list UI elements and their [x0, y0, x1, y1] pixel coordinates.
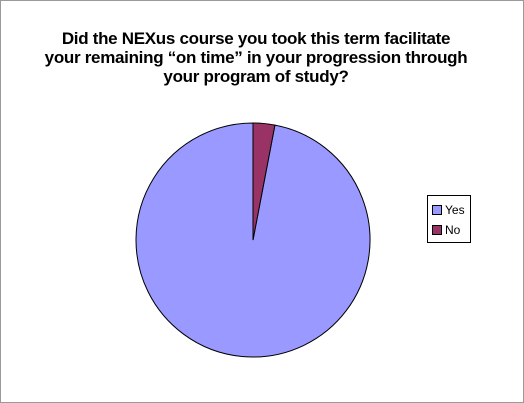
legend-item-no: No: [432, 220, 470, 240]
legend-swatch-no: [432, 225, 442, 235]
chart-title: Did the NEXus course you took this term …: [41, 29, 471, 86]
legend-label-yes: Yes: [445, 203, 465, 217]
chart-title-line-3: your program of study?: [163, 67, 349, 86]
legend-item-yes: Yes: [432, 200, 470, 220]
legend-swatch-yes: [432, 205, 442, 215]
chart-legend: Yes No: [427, 195, 471, 243]
pie-slice-no: [252, 122, 276, 241]
chart-title-line-1: Did the NEXus course you took this term …: [61, 29, 451, 48]
legend-label-no: No: [445, 223, 461, 237]
chart-title-line-2: your remaining “on time” in your progres…: [44, 48, 468, 67]
